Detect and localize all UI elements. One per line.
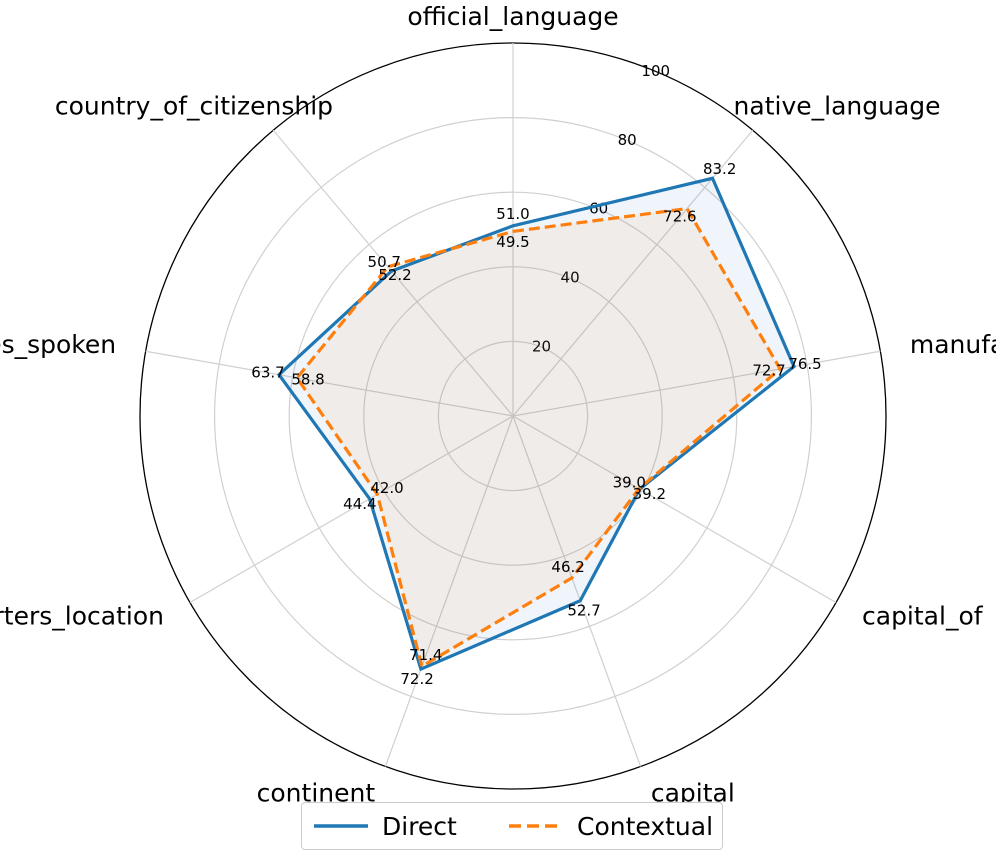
spoke-manufacturer (512, 350, 881, 417)
value-label-contextual-manufacturer: 72.7 (752, 361, 785, 379)
r-tick-label-80: 80 (618, 131, 637, 149)
value-label-contextual-headquarters-location: 42.0 (370, 479, 403, 497)
category-label-languages-spoken: languages_spoken (0, 330, 116, 359)
series-area-contextual (297, 208, 781, 667)
value-label-contextual-official-language: 49.5 (496, 233, 529, 251)
value-label-direct-languages-spoken: 63.7 (251, 363, 284, 381)
spoke-capital-of (512, 415, 837, 604)
r-tick-label-20: 20 (532, 338, 551, 356)
spoke-languages-spoken (145, 350, 514, 417)
category-label-capital-of: capital_of (862, 602, 984, 631)
category-label-native-language: native_language (734, 91, 941, 120)
r-tick-label-40: 40 (561, 269, 580, 287)
value-label-contextual-continent: 71.4 (409, 646, 442, 664)
legend-label-direct: Direct (382, 811, 457, 841)
category-label-country-of-citizenship: country_of_citizenship (55, 91, 333, 120)
value-label-contextual-native-language: 72.6 (663, 208, 696, 226)
legend-item-contextual: Contextual (507, 803, 713, 849)
category-label-manufacturer: manufacturer (910, 330, 996, 359)
value-label-direct-capital-of: 39.2 (633, 485, 666, 503)
series-line-contextual (295, 206, 783, 669)
series-area-direct (279, 178, 794, 670)
value-label-contextual-languages-spoken: 58.8 (291, 370, 324, 388)
value-label-contextual-country-of-citizenship: 52.2 (378, 266, 411, 284)
category-label-official-language: official_language (407, 2, 618, 31)
category-label-headquarters-location: headquarters_location (0, 602, 164, 631)
value-label-direct-native-language: 83.2 (703, 160, 736, 178)
value-label-contextual-capital-of: 39.0 (613, 474, 646, 492)
spoke-continent (384, 415, 514, 767)
legend: Direct Contextual (301, 802, 723, 850)
value-label-direct-capital: 52.7 (567, 602, 600, 620)
value-label-contextual-capital: 46.2 (551, 558, 584, 576)
value-label-direct-country-of-citizenship: 50.7 (368, 253, 401, 271)
series-line-direct (276, 176, 796, 672)
legend-line-direct-icon (314, 824, 368, 828)
spoke-capital (512, 415, 642, 767)
spoke-country-of-citizenship (272, 129, 514, 417)
legend-item-direct: Direct (312, 803, 457, 849)
value-label-direct-headquarters-location: 44.4 (343, 495, 376, 513)
spoke-headquarters-location (189, 415, 514, 604)
legend-line-contextual-icon (509, 824, 563, 828)
r-tick-label-100: 100 (641, 62, 670, 80)
value-label-direct-continent: 72.2 (400, 670, 433, 688)
value-label-direct-manufacturer: 76.5 (788, 355, 821, 373)
legend-label-contextual: Contextual (577, 811, 714, 841)
value-label-direct-official-language: 51.0 (496, 205, 529, 223)
